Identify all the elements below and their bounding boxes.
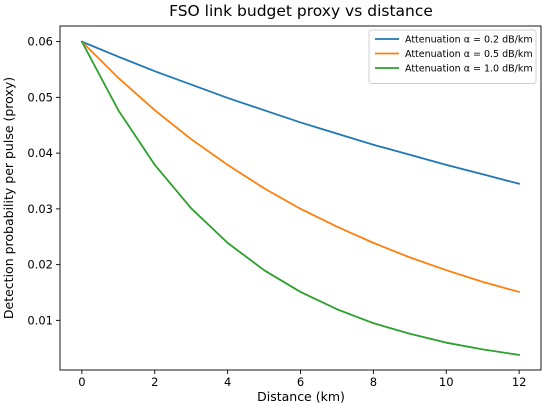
legend-label: Attenuation α = 1.0 dB/km — [405, 64, 533, 75]
series-line-1 — [80, 40, 521, 185]
y-tick-label: 0.04 — [27, 146, 53, 160]
x-tick-label: 4 — [224, 375, 231, 389]
series-line-3 — [80, 40, 521, 356]
x-axis-label: Distance (km) — [257, 389, 345, 403]
y-tick-label: 0.02 — [27, 258, 53, 272]
y-axis: 0.01 0.02 0.03 0.04 0.05 0.06 — [27, 35, 60, 327]
x-tick-label: 2 — [151, 375, 158, 389]
x-tick-label: 6 — [297, 375, 304, 389]
y-tick-label: 0.06 — [27, 35, 53, 49]
x-tick-label: 12 — [512, 375, 527, 389]
legend: Attenuation α = 0.2 dB/km Attenuation α =… — [368, 29, 537, 84]
y-axis-label: Detection probability per pulse (proxy) — [1, 77, 16, 319]
y-tick-label: 0.05 — [27, 90, 53, 104]
x-tick-label: 8 — [370, 375, 377, 389]
x-axis: 0 2 4 6 8 10 12 — [78, 370, 526, 389]
x-tick-label: 0 — [78, 375, 85, 389]
series-line-2 — [80, 40, 521, 293]
legend-label: Attenuation α = 0.5 dB/km — [405, 49, 533, 60]
series-layer — [80, 40, 521, 356]
y-tick-label: 0.03 — [27, 202, 53, 216]
legend-label: Attenuation α = 0.2 dB/km — [405, 35, 533, 46]
x-tick-label: 10 — [439, 375, 454, 389]
y-tick-label: 0.01 — [27, 313, 53, 327]
chart-title: FSO link budget proxy vs distance — [169, 2, 433, 20]
legend-box — [368, 29, 537, 84]
